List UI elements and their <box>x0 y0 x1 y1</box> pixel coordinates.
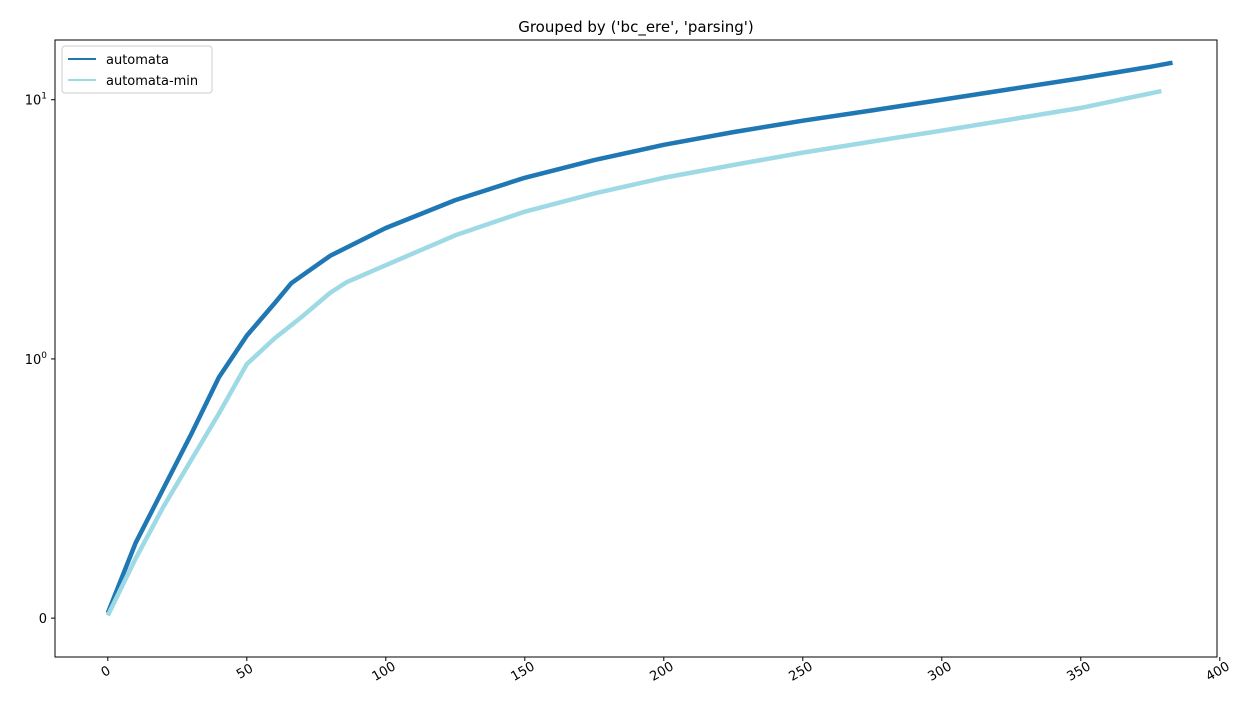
series-line-automata <box>105 60 1173 614</box>
x-tick-label: 50 <box>234 661 256 682</box>
series-line-automata-min <box>105 88 1162 617</box>
axes-frame <box>54 39 1218 658</box>
series-layer <box>105 60 1173 617</box>
legend-box <box>61 45 213 94</box>
legend-label: automata <box>106 53 169 68</box>
chart-title: Grouped by ('bc_ere', 'parsing') <box>518 18 754 37</box>
legend: automata automata-min <box>61 45 213 94</box>
legend-label: automata-min <box>106 74 198 89</box>
y-tick-label: 0 <box>39 612 47 627</box>
